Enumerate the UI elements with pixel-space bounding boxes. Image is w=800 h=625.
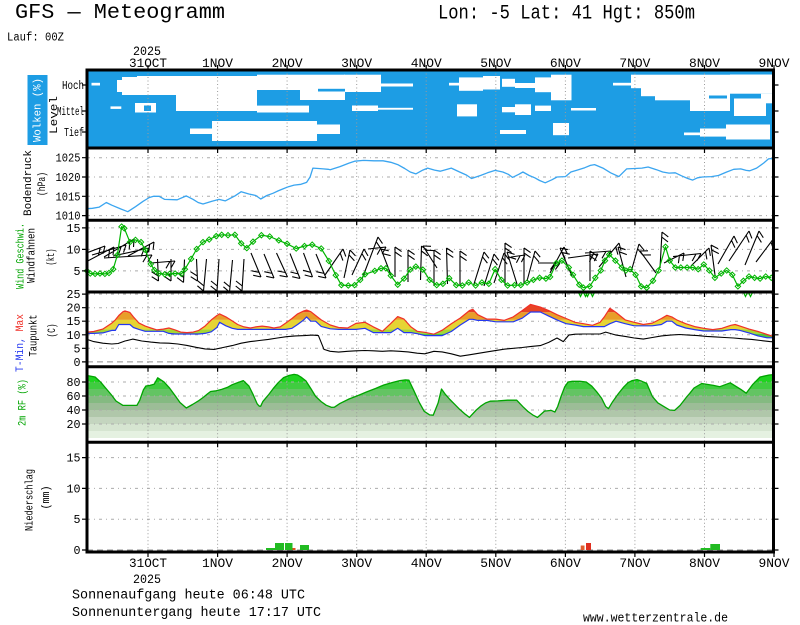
svg-text:Mittel: Mittel xyxy=(57,105,84,119)
svg-text:6NOV: 6NOV xyxy=(550,56,581,71)
svg-text:31OCT: 31OCT xyxy=(129,56,167,71)
svg-text:20: 20 xyxy=(67,302,81,316)
svg-text:8NOV: 8NOV xyxy=(689,56,720,71)
svg-text:9NOV: 9NOV xyxy=(759,556,790,571)
svg-text:15: 15 xyxy=(67,452,81,466)
svg-text:Hoch: Hoch xyxy=(62,79,84,93)
svg-text:7NOV: 7NOV xyxy=(619,556,650,571)
svg-text:2025: 2025 xyxy=(133,572,161,587)
svg-text:Taupunkt: Taupunkt xyxy=(29,315,41,357)
svg-text:Wind Geschwi.: Wind Geschwi. xyxy=(16,223,28,289)
svg-text:7NOV: 7NOV xyxy=(619,56,650,71)
svg-text:25: 25 xyxy=(67,288,81,302)
svg-text:2NOV: 2NOV xyxy=(272,56,303,71)
svg-text:Bodendruck: Bodendruck xyxy=(23,150,35,216)
svg-text:1025: 1025 xyxy=(56,152,81,166)
svg-text:5: 5 xyxy=(74,342,81,356)
svg-text:1015: 1015 xyxy=(56,190,81,204)
svg-text:GFS — Meteogramm: GFS — Meteogramm xyxy=(15,2,225,25)
svg-text:9NOV: 9NOV xyxy=(759,56,790,71)
svg-text:(kt): (kt) xyxy=(46,249,58,266)
svg-text:Lon: -5 Lat: 41 Hgt: 850m: Lon: -5 Lat: 41 Hgt: 850m xyxy=(438,3,695,26)
svg-text:5: 5 xyxy=(74,265,81,279)
svg-text:3NOV: 3NOV xyxy=(341,556,372,571)
svg-text:10: 10 xyxy=(67,329,81,343)
svg-text:www.wetterzentrale.de: www.wetterzentrale.de xyxy=(583,612,728,625)
svg-text:Windfahnen: Windfahnen xyxy=(27,228,39,283)
svg-text:(mm): (mm) xyxy=(41,486,53,510)
svg-text:15: 15 xyxy=(67,315,81,329)
svg-text:1020: 1020 xyxy=(56,171,81,185)
svg-text:2025: 2025 xyxy=(133,44,161,59)
svg-text:20: 20 xyxy=(67,418,81,432)
svg-text:1010: 1010 xyxy=(56,210,81,224)
svg-text:4NOV: 4NOV xyxy=(411,56,442,71)
svg-text:Wolken (%): Wolken (%) xyxy=(33,78,45,142)
svg-text:1NOV: 1NOV xyxy=(202,56,233,71)
svg-text:10: 10 xyxy=(67,243,81,257)
svg-text:60: 60 xyxy=(67,390,81,404)
svg-text:Sonnenaufgang heute 06:48 UTC: Sonnenaufgang heute 06:48 UTC xyxy=(72,589,305,604)
svg-text:T-Min, Max: T-Min, Max xyxy=(15,314,27,372)
svg-text:Sonnenuntergang heute 17:17 UT: Sonnenuntergang heute 17:17 UTC xyxy=(72,606,321,621)
svg-text:31OCT: 31OCT xyxy=(129,556,167,571)
svg-text:Level: Level xyxy=(49,96,61,134)
svg-text:5NOV: 5NOV xyxy=(480,56,511,71)
svg-text:80: 80 xyxy=(67,376,81,390)
svg-text:Niederschlag: Niederschlag xyxy=(25,469,37,531)
svg-text:10: 10 xyxy=(67,482,81,496)
svg-text:4NOV: 4NOV xyxy=(411,556,442,571)
svg-text:5NOV: 5NOV xyxy=(480,556,511,571)
svg-text:0: 0 xyxy=(74,356,81,370)
svg-text:15: 15 xyxy=(67,222,81,236)
svg-text:Tief: Tief xyxy=(64,126,84,140)
svg-text:(C): (C) xyxy=(47,324,59,338)
svg-text:3NOV: 3NOV xyxy=(341,56,372,71)
svg-text:5: 5 xyxy=(74,513,81,527)
svg-text:8NOV: 8NOV xyxy=(689,556,720,571)
svg-text:2NOV: 2NOV xyxy=(272,556,303,571)
svg-text:0: 0 xyxy=(74,544,81,558)
svg-text:(hPa): (hPa) xyxy=(37,172,49,196)
svg-text:2m RF (%): 2m RF (%) xyxy=(18,379,30,426)
svg-text:1NOV: 1NOV xyxy=(202,556,233,571)
svg-text:Lauf: 00Z: Lauf: 00Z xyxy=(7,32,64,45)
svg-text:40: 40 xyxy=(67,404,81,418)
svg-text:6NOV: 6NOV xyxy=(550,556,581,571)
